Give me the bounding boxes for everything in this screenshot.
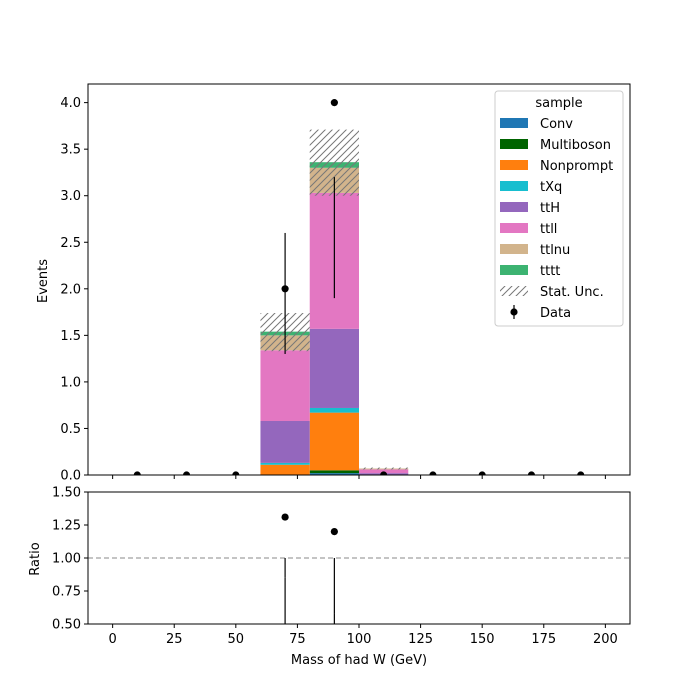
ratio-y-tick-label: 0.50	[52, 618, 81, 633]
legend-label: tttt	[540, 264, 560, 279]
x-tick-label: 175	[531, 632, 556, 647]
data-point	[330, 99, 338, 107]
main-x-ticks	[112, 475, 606, 479]
ratio-point	[281, 513, 289, 521]
legend-label: ttH	[540, 201, 560, 216]
bar-segment	[260, 464, 310, 475]
y-tick-label: 3.5	[60, 143, 81, 158]
data-point	[527, 471, 536, 475]
data-point	[380, 471, 388, 475]
main-y-ticks: 0.0 0.5 1.0 1.5 2.0 2.5 3.0 3.5 4.0	[60, 96, 88, 484]
y-tick-label: 3.0	[60, 189, 81, 204]
ratio-y-tick-label: 1.00	[52, 552, 81, 567]
x-tick-label: 25	[166, 632, 183, 647]
stat-unc-band	[359, 467, 409, 470]
bar-segment	[309, 412, 359, 471]
legend-label: Data	[540, 306, 571, 321]
x-tick-label: 0	[108, 632, 116, 647]
ratio-y-ticks: 0.50 0.75 1.00 1.25 1.50	[52, 486, 88, 633]
bar-segment	[260, 462, 310, 465]
legend-swatch	[500, 265, 528, 275]
bar-segment	[260, 421, 310, 463]
ratio-point	[330, 528, 338, 536]
legend-label: Conv	[540, 117, 573, 132]
ratio-points	[281, 513, 338, 624]
x-tick-label: 75	[289, 632, 306, 647]
y-tick-label: 2.0	[60, 282, 81, 297]
ratio-y-axis-label: Ratio	[28, 542, 43, 575]
legend-swatch	[500, 244, 528, 254]
legend: sample Conv Multiboson Nonprompt tXq ttH ttll…	[494, 90, 624, 327]
legend-swatch	[500, 286, 528, 296]
y-tick-label: 0.0	[60, 469, 81, 484]
legend-label: ttll	[540, 222, 557, 237]
legend-swatch	[500, 139, 528, 149]
x-tick-label: 125	[408, 632, 433, 647]
data-point	[182, 471, 191, 475]
y-tick-label: 1.0	[60, 375, 81, 390]
legend-swatch	[500, 160, 528, 170]
data-point	[429, 471, 437, 475]
bar-segment	[359, 469, 409, 474]
bar-segment	[260, 350, 310, 422]
data-points	[133, 99, 585, 475]
ratio-y-tick-label: 0.75	[52, 585, 81, 600]
x-axis-label: Mass of had W (GeV)	[291, 653, 427, 668]
legend-label: ttlnu	[540, 243, 570, 258]
bar-segment	[309, 407, 359, 413]
x-tick-label: 200	[593, 632, 618, 647]
ratio-y-tick-label: 1.50	[52, 486, 81, 501]
y-tick-label: 2.5	[60, 236, 81, 251]
data-point	[478, 471, 486, 475]
legend-title: sample	[535, 96, 582, 111]
legend-swatch	[500, 202, 528, 212]
legend-swatch	[500, 118, 528, 128]
legend-items: Conv Multiboson Nonprompt tXq ttH ttll ttlnu tt…	[500, 117, 613, 321]
legend-label: Multiboson	[540, 138, 611, 153]
ratio-panel: 0.50 0.75 1.00 1.25 1.50 0 25 50 75 100 125 150 175…	[28, 486, 631, 668]
legend-marker	[510, 308, 518, 316]
legend-label: Nonprompt	[540, 159, 613, 174]
legend-label: tXq	[540, 180, 562, 195]
x-tick-label: 150	[470, 632, 495, 647]
data-point	[133, 471, 141, 475]
ratio-x-ticks: 0 25 50 75 100 125 150 175 200	[108, 624, 618, 647]
data-point	[281, 285, 289, 293]
legend-swatch	[500, 181, 528, 191]
x-tick-label: 50	[228, 632, 245, 647]
y-tick-label: 4.0	[60, 96, 81, 111]
data-point	[232, 471, 240, 475]
x-tick-label: 100	[347, 632, 372, 647]
data-point	[577, 471, 585, 475]
ratio-y-tick-label: 1.25	[52, 519, 81, 534]
bar-segment	[309, 473, 359, 475]
bar-segment	[309, 328, 359, 408]
y-tick-label: 1.5	[60, 329, 81, 344]
bar-segment	[309, 470, 359, 474]
y-tick-label: 0.5	[60, 422, 81, 437]
y-axis-label: Events	[36, 259, 51, 303]
legend-swatch	[500, 223, 528, 233]
main-panel: 0.0 0.5 1.0 1.5 2.0 2.5 3.0 3.5 4.0 Events	[36, 83, 631, 484]
legend-label: Stat. Unc.	[540, 285, 604, 300]
